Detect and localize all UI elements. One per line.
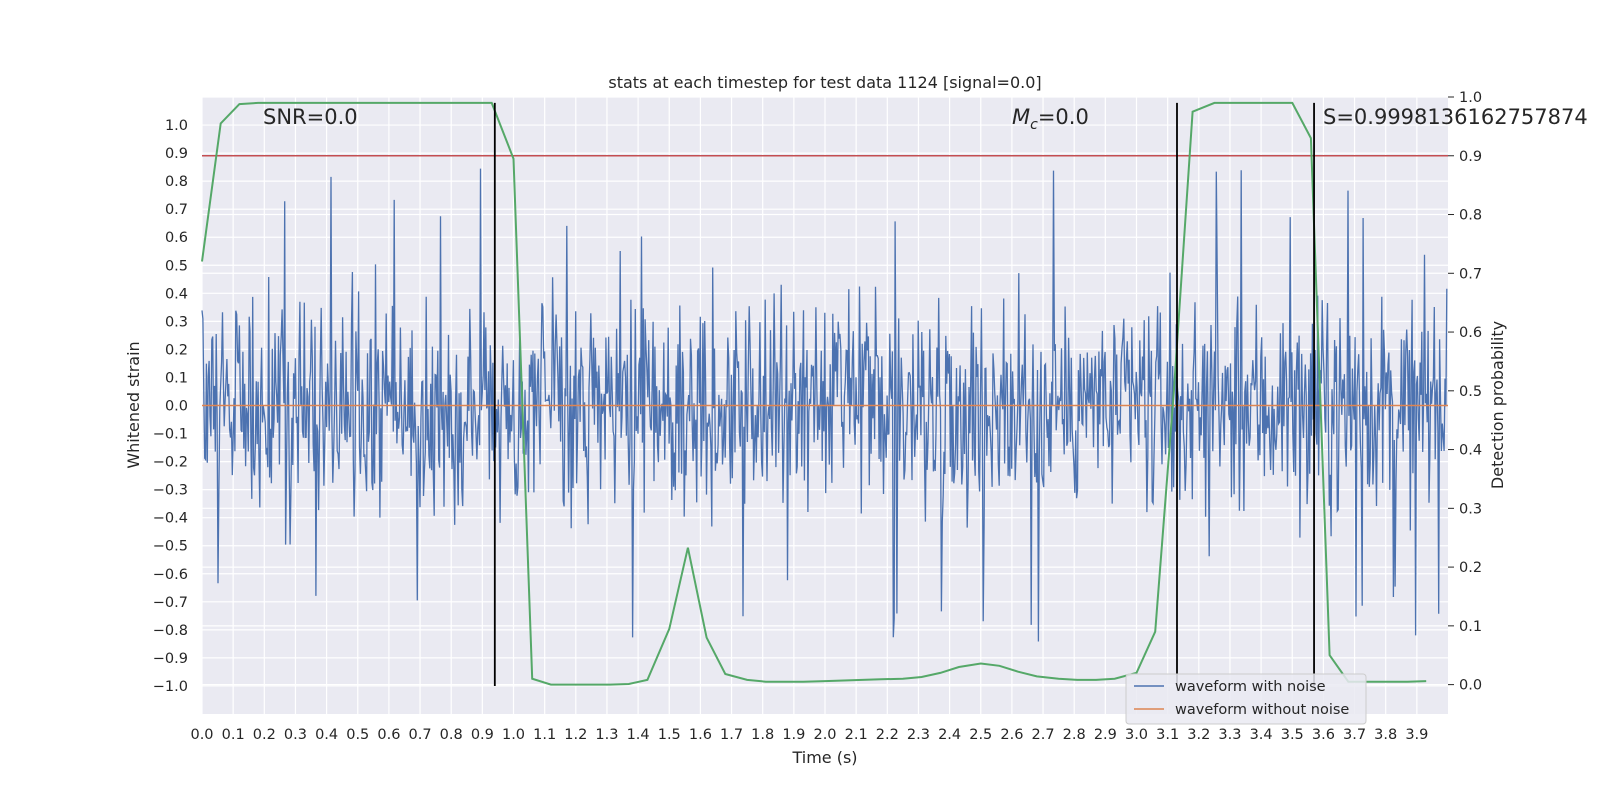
x-tick-label: 0.5 (346, 727, 369, 743)
detection-probability-line (201, 101, 1427, 686)
mc-annotation: Mc=0.0 (1012, 105, 1089, 133)
mc-subscript: c (1030, 117, 1038, 133)
x-tick-label: 2.7 (1032, 727, 1055, 743)
y-tick-label: 0.9 (165, 146, 188, 162)
x-tick-label: 3.7 (1343, 727, 1366, 743)
y-tick-labels: 1.0 0.9 0.8 0.7 0.6 0.5 0.4 0.3 0.2 0.1 0.0 −0.1 −0.… (153, 118, 188, 695)
y-tick-label: 0.6 (165, 230, 188, 246)
y2-tick-label: 0.2 (1459, 560, 1482, 576)
x-tick-label: 1.1 (533, 727, 556, 743)
x-tick-label: 2.1 (845, 727, 868, 743)
y2-tick-label: 0.6 (1459, 325, 1482, 341)
x-tick-label: 3.1 (1156, 727, 1179, 743)
x-tick-label: 3.8 (1374, 727, 1397, 743)
x-tick-label: 0.1 (222, 727, 245, 743)
x-tick-label: 3.6 (1312, 727, 1335, 743)
legend-label-noise: waveform with noise (1175, 679, 1326, 695)
y-tick-label: −0.1 (153, 427, 188, 443)
y2-tick-label: 1.0 (1459, 90, 1482, 106)
y-tick-label: 0.5 (165, 258, 188, 274)
mc-value: =0.0 (1038, 105, 1089, 129)
x-tick-label: 3.9 (1405, 727, 1428, 743)
x-tick-label: 1.2 (564, 727, 587, 743)
y2-tick-label: 0.7 (1459, 266, 1482, 282)
chart-title: stats at each timestep for test data 112… (608, 73, 1041, 92)
y-tick-label: −0.4 (153, 511, 188, 527)
x-tick-label: 1.7 (720, 727, 743, 743)
x-tick-label: 0.6 (377, 727, 400, 743)
y-tick-label: 0.1 (165, 370, 188, 386)
legend: waveform with noise waveform without noi… (1125, 673, 1367, 725)
x-tick-label: 2.0 (813, 727, 836, 743)
x-tick-label: 0.0 (190, 727, 213, 743)
x-tick-labels: 0.0 0.1 0.2 0.3 0.4 0.5 0.6 0.7 0.8 0.9 1.0 1.1 1.2 1… (190, 727, 1428, 743)
x-tick-label: 3.5 (1281, 727, 1304, 743)
x-tick-label: 0.9 (471, 727, 494, 743)
y-tick-label: −0.9 (153, 651, 188, 667)
y-axis-label: Whitened strain (124, 341, 143, 468)
x-tick-label: 2.9 (1094, 727, 1117, 743)
x-tick-label: 2.2 (876, 727, 899, 743)
y-tick-label: −0.8 (153, 623, 188, 639)
x-tick-label: 3.0 (1125, 727, 1148, 743)
y2-tick-label: 0.1 (1459, 619, 1482, 635)
y-tick-label: −0.7 (153, 595, 188, 611)
score-annotation: S=0.9998136162757874 (1323, 105, 1588, 129)
x-tick-label: 3.3 (1218, 727, 1241, 743)
y2-tick-labels: 1.0 0.9 0.8 0.7 0.6 0.5 0.4 0.3 0.2 0.1 0.0 (1448, 90, 1482, 694)
y-tick-label: −0.5 (153, 539, 188, 555)
x-tick-label: 2.6 (1000, 727, 1023, 743)
x-tick-label: 0.3 (284, 727, 307, 743)
waveform-with-noise-line (201, 168, 1448, 642)
x-axis-label: Time (s) (791, 748, 857, 767)
x-tick-label: 2.5 (969, 727, 992, 743)
y2-tick-label: 0.5 (1459, 384, 1482, 400)
x-tick-label: 2.8 (1063, 727, 1086, 743)
legend-box (1125, 673, 1367, 725)
x-tick-label: 2.4 (938, 727, 961, 743)
y-tick-label: −1.0 (153, 679, 188, 695)
y-tick-label: −0.3 (153, 483, 188, 499)
x-tick-label: 1.4 (627, 727, 650, 743)
y-tick-label: 1.0 (165, 118, 188, 134)
x-tick-label: 0.7 (409, 727, 432, 743)
y-tick-label: −0.6 (153, 567, 188, 583)
x-tick-label: 1.5 (658, 727, 681, 743)
x-tick-label: 0.8 (440, 727, 463, 743)
y-tick-label: 0.7 (165, 202, 188, 218)
y2-tick-label: 0.0 (1459, 678, 1482, 694)
x-tick-label: 1.6 (689, 727, 712, 743)
x-tick-label: 3.4 (1250, 727, 1273, 743)
y-tick-label: 0.3 (165, 314, 188, 330)
x-tick-label: 1.0 (502, 727, 525, 743)
x-tick-label: 1.9 (782, 727, 805, 743)
x-tick-label: 1.3 (595, 727, 618, 743)
y-tick-label: 0.4 (165, 286, 188, 302)
y2-tick-label: 0.4 (1459, 443, 1482, 459)
detection-markers (493, 102, 1315, 686)
y-tick-label: 0.8 (165, 174, 188, 190)
y-tick-label: 0.0 (165, 399, 188, 415)
y2-axis-label: Detection probability (1488, 321, 1507, 489)
y2-tick-label: 0.9 (1459, 149, 1482, 165)
legend-label-clean: waveform without noise (1175, 702, 1349, 718)
x-tick-label: 2.3 (907, 727, 930, 743)
x-tick-label: 1.8 (751, 727, 774, 743)
y-tick-label: −0.2 (153, 455, 188, 471)
x-tick-label: 0.4 (315, 727, 338, 743)
x-tick-label: 3.2 (1187, 727, 1210, 743)
y-tick-label: 0.2 (165, 342, 188, 358)
y2-tick-label: 0.8 (1459, 208, 1482, 224)
waveform-with-noise-trace (201, 168, 1448, 642)
x-tick-label: 0.2 (253, 727, 276, 743)
snr-annotation: SNR=0.0 (263, 105, 358, 129)
y2-tick-label: 0.3 (1459, 501, 1482, 517)
mc-symbol: M (1012, 105, 1030, 129)
